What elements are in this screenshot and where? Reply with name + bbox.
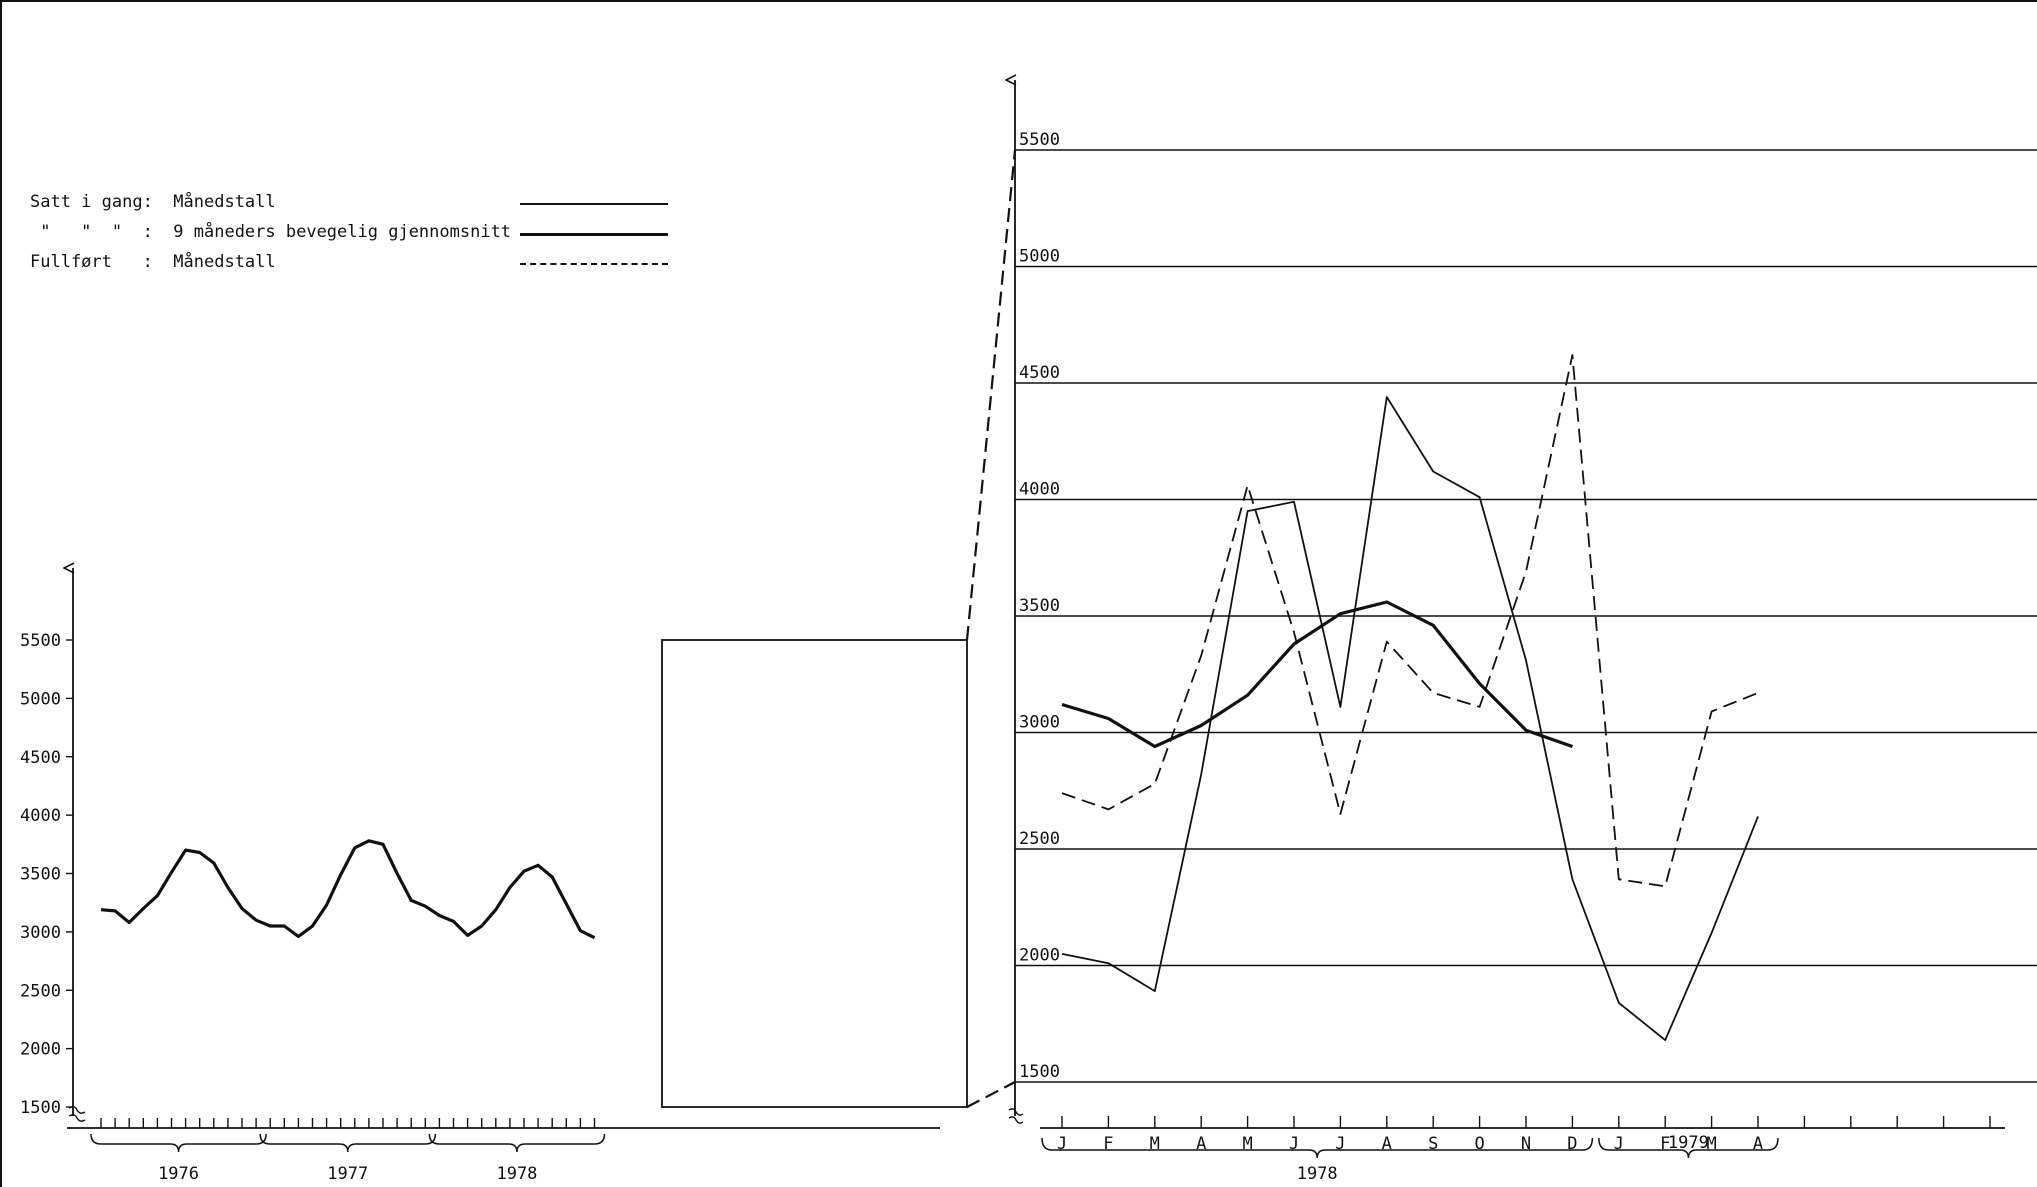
y-tick-label: 5000 — [1019, 247, 1060, 267]
y-tick-label: 5000 — [20, 689, 61, 709]
started-monthly-line — [1061, 396, 1759, 1041]
month-label: O — [1474, 1134, 1484, 1154]
y-tick-label: 4500 — [20, 748, 61, 768]
year-brace — [259, 1133, 437, 1153]
month-label: M — [1242, 1134, 1252, 1154]
month-label: F — [1660, 1134, 1670, 1154]
y-tick-label: 3000 — [1019, 713, 1060, 733]
legend-label: " " " : 9 måneders bevegelig gjennomsnit… — [30, 222, 512, 242]
year-label: 1977 — [327, 1164, 368, 1184]
legend-swatch-thin — [520, 203, 668, 205]
zoom-connector-top — [965, 149, 1017, 641]
moving-average-line — [100, 839, 596, 940]
y-tick-label: 2000 — [20, 1040, 61, 1060]
year-brace — [90, 1133, 267, 1153]
y-tick-label: 3500 — [20, 865, 61, 885]
month-label: M — [1150, 1134, 1160, 1154]
overview-chart: 1500 2000 2500 3000 3500 4000 4500 5000 5500 1976… — [20, 568, 968, 1184]
legend-label: Fullført : Månedstall — [30, 252, 276, 272]
completed-monthly-line — [1061, 354, 1759, 888]
zoom-connector-bottom — [966, 1081, 1016, 1108]
year-brace — [1041, 1137, 1594, 1159]
y-tick-label: 2500 — [20, 981, 61, 1001]
axis-break-mark — [1008, 1108, 1024, 1124]
legend-swatch-dashed — [520, 263, 668, 265]
year-label: 1978 — [1297, 1164, 1338, 1184]
year-label: 1978 — [496, 1164, 537, 1184]
y-tick-label: 4000 — [20, 806, 61, 826]
y-tick-label: 3500 — [1019, 596, 1060, 616]
detail-chart: 1500 2000 2500 3000 3500 4000 4500 5000 5500 J F M A… — [1009, 80, 2037, 1184]
year-label: 1976 — [158, 1164, 199, 1184]
month-label: J — [1057, 1134, 1067, 1154]
legend-item-monthly-started: Satt i gang: Månedstall — [30, 192, 668, 222]
month-label: A — [1196, 1134, 1206, 1154]
y-tick-label: 2500 — [1019, 829, 1060, 849]
month-label: A — [1382, 1134, 1392, 1154]
month-label: N — [1521, 1134, 1531, 1154]
year-brace — [1598, 1137, 1779, 1159]
legend-swatch-thick — [520, 233, 668, 236]
zoom-highlight-box — [661, 639, 968, 1108]
legend-item-monthly-completed: Fullført : Månedstall — [30, 252, 668, 282]
legend: Satt i gang: Månedstall " " " : 9 månede… — [30, 192, 668, 282]
y-tick-label: 3000 — [20, 923, 61, 943]
month-label: A — [1753, 1134, 1763, 1154]
month-label: J — [1614, 1134, 1624, 1154]
month-label: J — [1335, 1134, 1345, 1154]
legend-label: Satt i gang: Månedstall — [30, 192, 276, 212]
month-label: D — [1567, 1134, 1577, 1154]
moving-average-line — [1061, 600, 1573, 749]
y-tick-label: 4500 — [1019, 363, 1060, 383]
month-label: S — [1428, 1134, 1438, 1154]
year-brace — [428, 1133, 606, 1153]
y-tick-label: 5500 — [20, 631, 61, 651]
month-label: M — [1706, 1134, 1716, 1154]
year-label: 1979 — [1668, 1133, 1709, 1153]
y-tick-label: 1500 — [1019, 1062, 1060, 1082]
y-tick-label: 2000 — [1019, 946, 1060, 966]
y-tick-label: 4000 — [1019, 480, 1060, 500]
month-label: J — [1289, 1134, 1299, 1154]
axis-break-mark — [68, 1106, 86, 1122]
y-tick-label: 1500 — [20, 1098, 61, 1118]
month-label: F — [1103, 1134, 1113, 1154]
y-tick-label: 5500 — [1019, 130, 1060, 150]
zoom-connectors — [965, 149, 1017, 1108]
legend-item-moving-average: " " " : 9 måneders bevegelig gjennomsnit… — [30, 222, 668, 252]
